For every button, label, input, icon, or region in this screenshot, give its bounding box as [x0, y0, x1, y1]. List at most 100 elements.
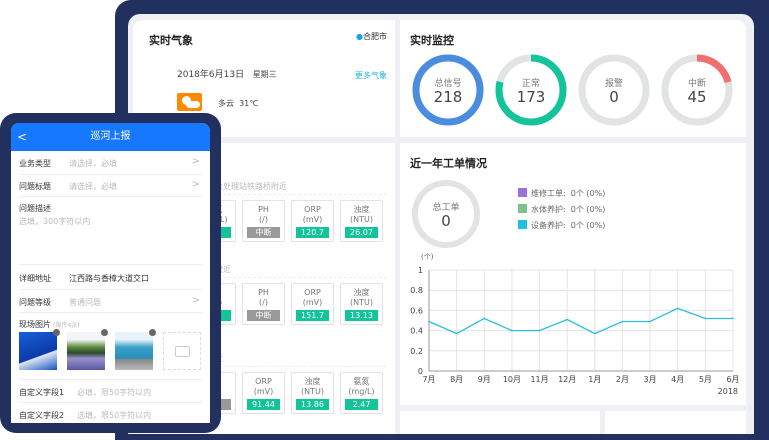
sensor-value: 91.44: [247, 399, 280, 410]
ring-label: 报警: [604, 79, 623, 89]
monitor-card: 实时监控 总信号 218 正常 173 报警 0 中断 45: [400, 20, 746, 137]
y-tick-label: 0.2: [410, 347, 423, 356]
total-workorder-ring: 总工单 0: [412, 180, 480, 248]
y-tick-label: 1: [418, 266, 423, 275]
chevron-right-icon: >: [191, 156, 200, 167]
sensor-tile[interactable]: 浊度 (NTU) 26.07: [340, 200, 383, 242]
form-field[interactable]: 自定义字段2 选填，限50字符以内: [19, 403, 202, 423]
field-placeholder[interactable]: 选填，限50字符以内: [77, 410, 152, 420]
sensor-value: 151.7: [296, 310, 329, 321]
legend-label: 设备养护:: [531, 221, 566, 230]
legend-item: 水体养护: 0个 (0%): [518, 204, 605, 215]
x-tick-label: 4月: [671, 375, 684, 384]
sensor-tile[interactable]: 氨氮 (mg/L) 2.47: [340, 372, 383, 414]
form-field[interactable]: 问题标题 请选择，必填 >: [19, 175, 202, 197]
x-tick-label: 12月: [558, 375, 576, 384]
sensor-unit: (NTU): [350, 215, 373, 224]
form-field[interactable]: 自定义字段1 必填，限50字符以内: [19, 380, 202, 403]
form-field[interactable]: 现场图片 (限传4张): [19, 313, 202, 380]
sensor-unit: (mV): [302, 215, 323, 224]
field-label: 问题标题: [19, 182, 51, 191]
data-point: [483, 317, 486, 320]
form-field[interactable]: 问题描述选填，300字符以内: [19, 197, 202, 265]
sensor-tile[interactable]: ORP (mV) 120.7: [291, 200, 334, 242]
workorder-card: 近一年工单情况 总工单 0 维修工单: 0个 (0%) 水体养护: 0个 (0%)…: [400, 143, 746, 405]
sensor-name: ORP: [255, 377, 272, 386]
ring-value: 45: [687, 88, 707, 106]
field-placeholder[interactable]: 必填，限50字符以内: [77, 387, 152, 397]
monitor-ring[interactable]: 中断 45: [661, 54, 733, 126]
sensor-value: 120.7: [296, 227, 329, 238]
field-label: 现场图片: [19, 320, 51, 329]
field-label: 问题描述: [19, 204, 51, 213]
sensor-name: ORP: [304, 288, 321, 297]
field-placeholder[interactable]: 请选择，必填: [69, 159, 117, 168]
site-photo[interactable]: [67, 329, 108, 370]
sensor-name: PH: [258, 288, 269, 297]
monitor-ring[interactable]: 总信号 218: [412, 54, 484, 126]
field-label: 详细地址: [19, 273, 51, 283]
sensor-value: 中断: [247, 310, 280, 321]
form-field[interactable]: 详细地址 江西路与香樟大道交口: [19, 265, 202, 290]
site-photo[interactable]: [19, 329, 60, 370]
form-field[interactable]: 问题等级 普通问题 >: [19, 290, 202, 313]
y-tick-label: 0.8: [410, 286, 423, 295]
remove-photo-icon[interactable]: [149, 329, 156, 336]
monitor-ring[interactable]: 报警 0: [578, 54, 650, 126]
sensor-tile[interactable]: 浊度 (NTU) 13.13: [340, 283, 383, 325]
more-weather-link[interactable]: 更多气象: [355, 71, 387, 80]
sensor-tile[interactable]: ORP (mV) 151.7: [291, 283, 334, 325]
ring-value: 0: [609, 88, 619, 106]
remove-photo-icon[interactable]: [101, 329, 108, 336]
sensor-unit: (mg/L): [348, 387, 375, 396]
data-point: [594, 332, 596, 335]
data-point: [538, 329, 541, 332]
y-tick-label: 0.4: [410, 327, 423, 336]
sensor-unit: (/): [259, 298, 268, 307]
monitor-ring[interactable]: 正常 173: [495, 54, 567, 126]
sensor-name: 浊度: [353, 205, 370, 214]
x-tick-label: 1月: [588, 375, 601, 384]
ring-label: 中断: [687, 79, 706, 89]
workorder-line-chart: 0 0.2 0.4 0.6 0.8 1 7月 8月 9月 10月 11月 12月 1月 2月 3月 4月 5月 6…: [410, 253, 739, 396]
ring-label: 正常: [521, 79, 540, 89]
legend-value: 0个 (0%): [570, 221, 606, 230]
field-placeholder[interactable]: 普通问题: [69, 297, 101, 307]
cloudy-icon: [177, 93, 202, 111]
data-point: [455, 332, 458, 335]
sensor-tile[interactable]: ORP (mV) 91.44: [242, 372, 285, 414]
field-value[interactable]: 江西路与香樟大道交口: [69, 273, 149, 283]
remove-photo-icon[interactable]: [53, 329, 60, 336]
ring-value: 218: [433, 88, 463, 106]
sensor-name: 浊度: [353, 288, 370, 297]
legend-value: 0个 (0%): [570, 189, 606, 198]
weather-date: 2018年6月13日: [177, 70, 245, 80]
field-label: 业务类型: [19, 159, 51, 168]
site-photo[interactable]: [115, 329, 156, 370]
back-icon[interactable]: <: [17, 130, 28, 144]
sensor-unit: (mV): [253, 387, 274, 396]
sensor-tile[interactable]: PH (/) 中断: [242, 200, 285, 242]
legend-label: 维修工单:: [531, 189, 566, 198]
ring-value: 173: [516, 88, 546, 106]
data-point: [676, 307, 679, 310]
field-label: 自定义字段2: [19, 410, 65, 420]
legend-label: 水体养护:: [531, 205, 566, 214]
weather-condition: 多云: [218, 99, 234, 108]
data-point: [704, 317, 707, 320]
add-photo-button[interactable]: [163, 332, 201, 370]
dashboard: 实时气象 ●合肥市 2018年6月13日 星期三 更多气象 多云 31℃ 实时监…: [128, 14, 754, 434]
form-field[interactable]: 业务类型 请选择，必填 >: [19, 151, 202, 175]
field-placeholder[interactable]: 请选择，必填: [69, 182, 117, 191]
field-label: 自定义字段1: [19, 387, 65, 397]
ring-arc: [495, 54, 567, 126]
field-placeholder[interactable]: 选填，300字符以内: [19, 217, 91, 226]
sensor-tile[interactable]: 浊度 (NTU) 13.86: [291, 372, 334, 414]
monitor-title: 实时监控: [410, 34, 454, 47]
legend-item: 维修工单: 0个 (0%): [518, 188, 605, 199]
sensor-name: 浊度: [304, 377, 321, 386]
y-axis-label: (个): [421, 253, 434, 261]
sensor-tile[interactable]: PH (/) 中断: [242, 283, 285, 325]
city-selector[interactable]: ●合肥市: [356, 31, 387, 42]
sensor-unit: (NTU): [301, 387, 324, 396]
